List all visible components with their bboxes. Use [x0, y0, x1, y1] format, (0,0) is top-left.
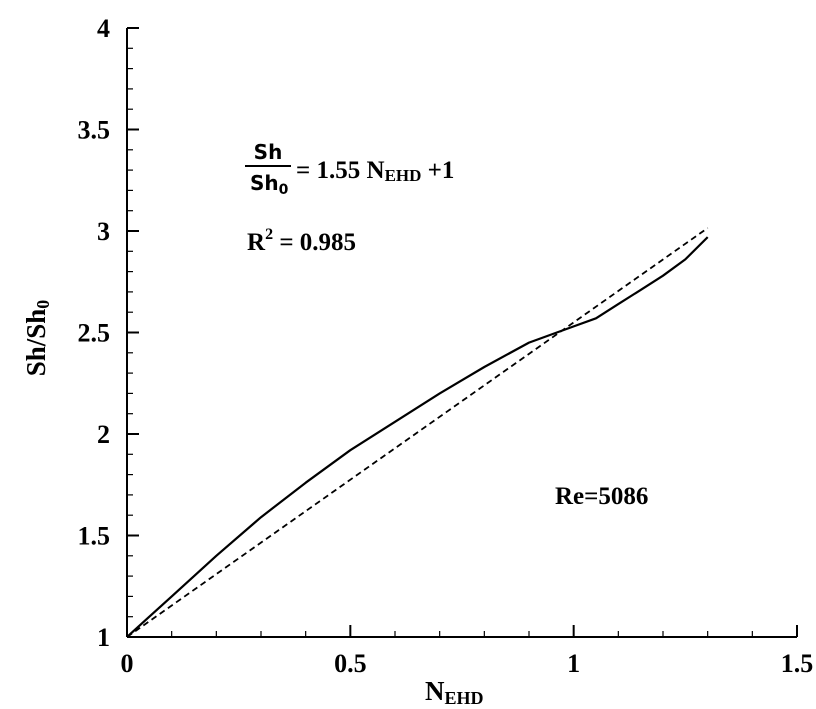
y-axis-title: Sh/Sh0: [21, 300, 53, 377]
y-tick-label: 4: [97, 14, 110, 43]
data-line-solid: [126, 236, 709, 638]
y-tick-label: 1.5: [78, 522, 111, 551]
r-squared-exp: 2: [265, 226, 273, 243]
y-tick-label: 2: [97, 420, 110, 449]
equation-denominator-main: Sh: [250, 171, 279, 195]
y-axis-title-sub: 0: [33, 300, 53, 309]
y-tick-label: 1: [97, 623, 110, 652]
y-axis-title-main: Sh/Sh: [21, 309, 51, 377]
x-tick-label: 0.5: [334, 649, 367, 678]
series-layer: [126, 227, 709, 638]
equation-rhs: = 1.55 NEHD +1: [296, 157, 454, 185]
minor-ticks: [127, 47, 753, 637]
y-tick-label: 3.5: [78, 116, 111, 145]
equation-rhs-pre: = 1.55 N: [296, 157, 385, 184]
y-tick-label: 3: [97, 217, 110, 246]
equation-rhs-sub: EHD: [385, 166, 422, 185]
x-tick-label: 1.5: [781, 649, 814, 678]
r-squared-value: = 0.985: [273, 229, 356, 256]
reynolds-annotation: Re=5086: [555, 483, 648, 510]
x-axis-title: NEHD: [425, 676, 484, 708]
fit-line-dashed: [126, 227, 709, 638]
x-axis-title-main: N: [425, 676, 445, 706]
r-squared-annotation: R2 = 0.985: [247, 226, 356, 256]
equation-rhs-post: +1: [421, 157, 454, 184]
equation-numerator: Sh: [254, 140, 283, 164]
y-tick-label: 2.5: [78, 319, 111, 348]
r-squared-label: R: [247, 229, 266, 256]
x-tick-label: 0: [121, 649, 134, 678]
equation-denominator: Sh0: [250, 171, 289, 198]
x-tick-label: 1: [567, 649, 580, 678]
equation-denominator-sub: 0: [279, 182, 289, 198]
x-axis-title-sub: EHD: [445, 688, 484, 708]
tick-labels: 0 0.5 1 1.5 1 1.5 2 2.5 3 3.5 4: [78, 14, 814, 678]
equation-annotation: Sh Sh0 = 1.55 NEHD +1: [245, 140, 454, 198]
